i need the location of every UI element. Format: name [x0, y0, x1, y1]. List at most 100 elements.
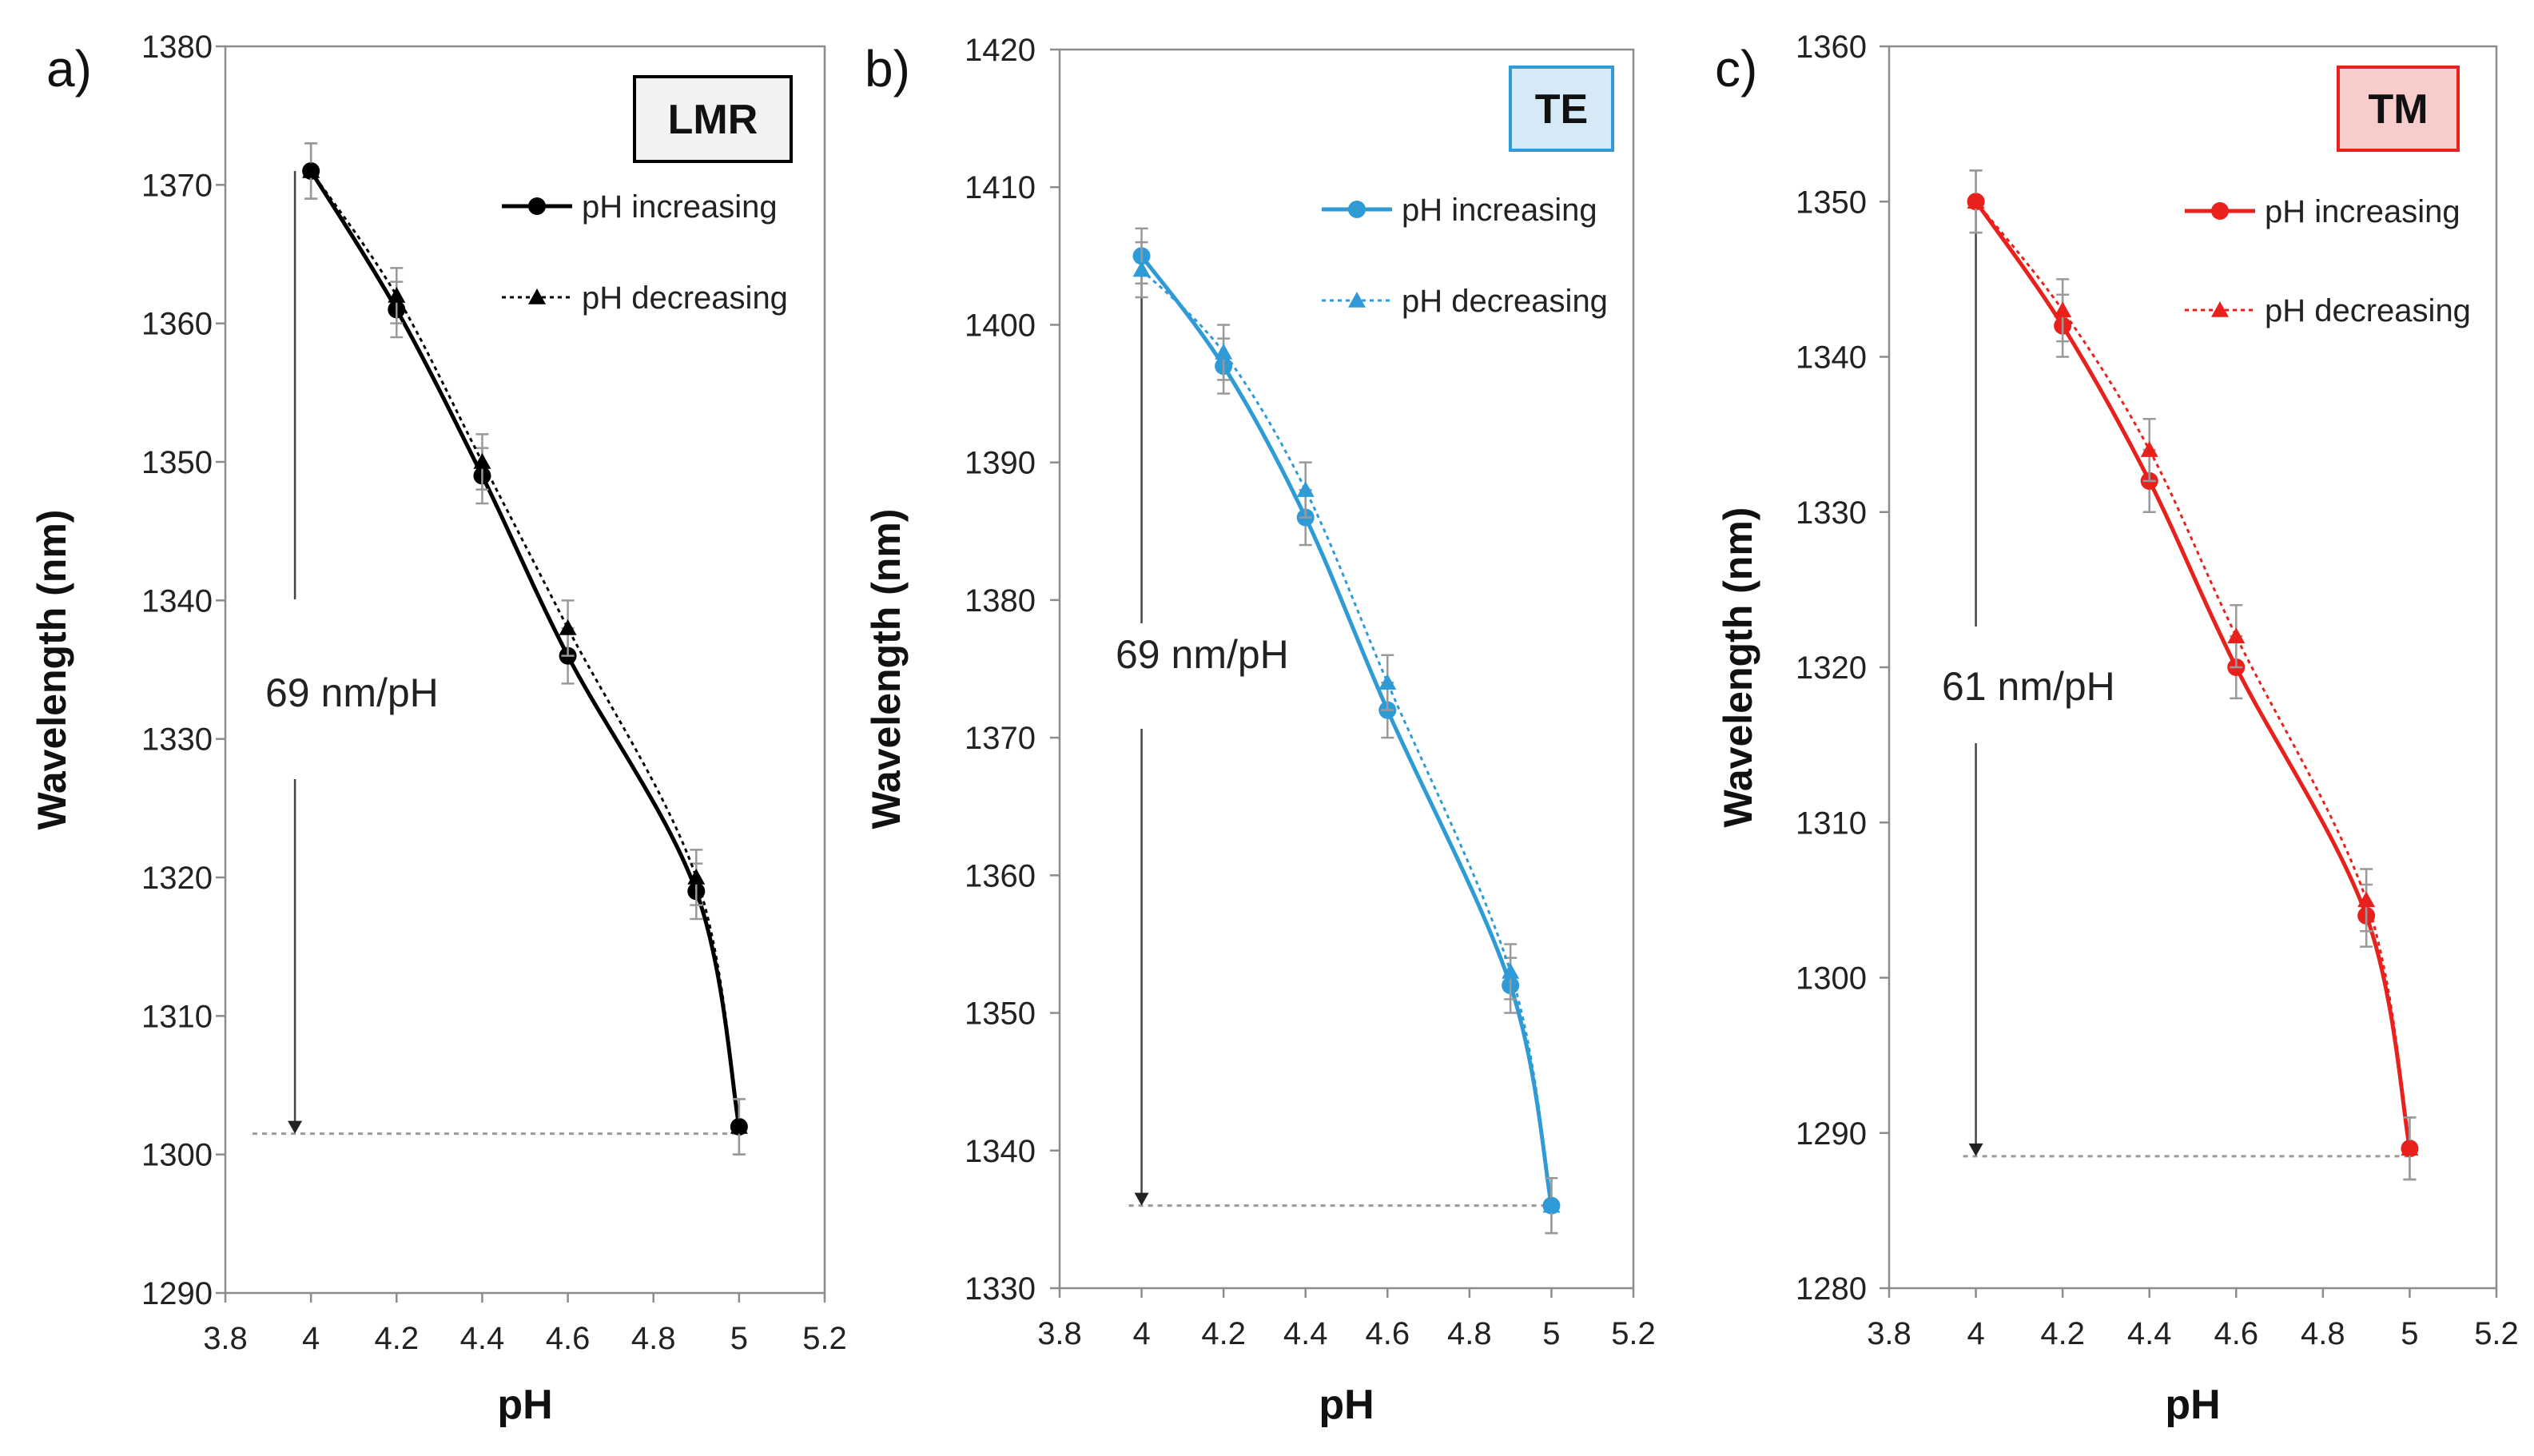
- data-point-triangle: [559, 619, 577, 635]
- y-tick-label: 1290: [141, 1276, 213, 1311]
- data-point-triangle: [302, 162, 320, 178]
- x-tick-label: 4: [1132, 1316, 1150, 1351]
- y-tick-label: 1360: [141, 307, 213, 342]
- data-point-triangle: [2054, 301, 2072, 318]
- panel-label: a): [46, 40, 92, 97]
- x-tick-label: 4.6: [1365, 1316, 1410, 1351]
- y-tick-label: 1340: [141, 583, 213, 619]
- x-axis-label: pH: [1319, 1382, 1374, 1428]
- x-tick-label: 4.6: [2214, 1316, 2258, 1351]
- badge-box: [1509, 66, 1614, 152]
- badge-box: [2337, 66, 2460, 152]
- x-tick-label: 4.4: [460, 1321, 505, 1356]
- legend-marker-circle: [2211, 202, 2229, 220]
- y-tick-label: 1370: [965, 721, 1036, 756]
- badge-label: TE: [1535, 86, 1588, 133]
- x-tick-label: 3.8: [203, 1321, 248, 1356]
- y-tick-label: 1330: [1796, 495, 1867, 531]
- data-point-triangle: [1502, 962, 1520, 979]
- x-tick-label: 4.8: [1447, 1316, 1492, 1351]
- y-tick-label: 1330: [141, 722, 213, 758]
- x-tick-label: 5: [730, 1321, 748, 1356]
- x-tick-label: 4.8: [2301, 1316, 2345, 1351]
- badge-label: TM: [2368, 86, 2428, 133]
- sensitivity-arrow-head: [288, 1120, 303, 1134]
- legend-label: pH decreasing: [2265, 293, 2471, 328]
- y-tick-label: 1410: [965, 170, 1036, 205]
- plot-area-frame: [224, 45, 826, 1295]
- x-tick-label: 3.8: [1037, 1316, 1082, 1351]
- x-tick-label: 4.6: [546, 1321, 591, 1356]
- y-tick-label: 1280: [1796, 1271, 1867, 1307]
- y-tick-label: 1390: [965, 446, 1036, 481]
- x-tick-label: 5: [2401, 1316, 2418, 1351]
- y-tick-label: 1400: [965, 308, 1036, 343]
- badge-box: [633, 75, 793, 163]
- y-axis-label: Wavelength (nm): [864, 509, 909, 829]
- y-tick-label: 1320: [141, 861, 213, 896]
- data-point-triangle: [388, 287, 406, 303]
- series-line-increasing: [1140, 254, 1553, 1207]
- y-tick-label: 1330: [965, 1271, 1036, 1307]
- legend-marker-circle: [528, 197, 546, 215]
- series-line-decreasing: [309, 170, 741, 1128]
- data-point-triangle: [1967, 193, 1985, 209]
- x-tick-label: 3.8: [1867, 1316, 1911, 1351]
- y-tick-label: 1370: [141, 168, 213, 203]
- x-tick-label: 5.2: [2474, 1316, 2519, 1351]
- data-point-triangle: [2401, 1140, 2419, 1156]
- data-point-triangle: [1215, 343, 1233, 360]
- legend-label: pH increasing: [2265, 194, 2460, 229]
- data-point-triangle: [1378, 674, 1397, 690]
- data-point-triangle: [1132, 261, 1151, 277]
- x-axis-label: pH: [2165, 1382, 2220, 1428]
- data-point-triangle: [2357, 891, 2376, 908]
- x-tick-label: 5: [1542, 1316, 1560, 1351]
- y-tick-label: 1360: [965, 858, 1036, 893]
- y-tick-label: 1300: [1796, 961, 1867, 997]
- y-tick-label: 1380: [141, 30, 213, 65]
- y-tick-label: 1350: [141, 445, 213, 480]
- legend-label: pH increasing: [1402, 193, 1597, 228]
- legend-label: pH decreasing: [1402, 284, 1608, 319]
- y-tick-label: 1350: [1796, 185, 1867, 220]
- y-tick-label: 1340: [1796, 340, 1867, 376]
- sensitivity-annotation: 69 nm/pH: [1116, 632, 1289, 677]
- legend-marker-circle: [1348, 201, 1366, 218]
- data-point-triangle: [730, 1118, 748, 1134]
- y-tick-label: 1300: [141, 1138, 213, 1173]
- x-tick-label: 4: [302, 1321, 320, 1356]
- x-tick-label: 4.4: [1283, 1316, 1328, 1351]
- x-tick-label: 4.2: [1201, 1316, 1246, 1351]
- sensitivity-arrow-head: [1134, 1192, 1149, 1206]
- y-tick-label: 1360: [1796, 30, 1867, 65]
- x-tick-label: 4.8: [631, 1321, 676, 1356]
- badge-label: LMR: [668, 97, 758, 143]
- y-axis-label: Wavelength (nm): [30, 510, 74, 830]
- x-tick-label: 4: [1967, 1316, 1984, 1351]
- x-tick-label: 4.2: [374, 1321, 419, 1356]
- sensitivity-annotation: 69 nm/pH: [265, 670, 439, 715]
- y-tick-label: 1380: [965, 583, 1036, 619]
- y-tick-label: 1350: [965, 997, 1036, 1032]
- legend-marker-triangle: [2211, 301, 2229, 317]
- data-point-triangle: [2140, 441, 2158, 457]
- chart-panel-tm: 1280 1290 1300 1310 1320 1330 1340 1350 1360 3.8 4…: [1715, 30, 2519, 1428]
- sensitivity-annotation: 61 nm/pH: [1942, 664, 2115, 709]
- legend-marker-triangle: [528, 288, 546, 304]
- panel-label: b): [865, 40, 910, 97]
- y-tick-label: 1310: [141, 999, 213, 1034]
- x-tick-label: 4.2: [2040, 1316, 2085, 1351]
- legend-label: pH increasing: [582, 189, 778, 225]
- chart-panel-te: 1330 1340 1350 1360 1370 1380 1390 1400 1410 1420…: [864, 33, 1656, 1428]
- panel-label: c): [1715, 40, 1757, 97]
- y-tick-label: 1320: [1796, 650, 1867, 686]
- y-tick-label: 1290: [1796, 1116, 1867, 1152]
- y-tick-label: 1310: [1796, 806, 1867, 841]
- data-point-triangle: [473, 453, 491, 469]
- y-axis-label: Wavelength (nm): [1716, 507, 1760, 828]
- series-line-decreasing: [1140, 269, 1553, 1206]
- data-point-triangle: [1296, 481, 1315, 497]
- legend-label: pH decreasing: [582, 280, 788, 316]
